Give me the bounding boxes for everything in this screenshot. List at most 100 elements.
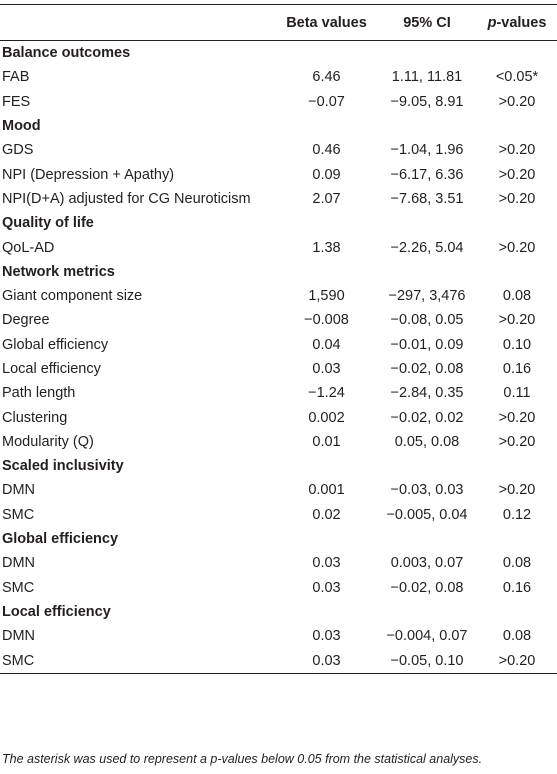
section-header-row: Quality of life [0,211,557,235]
table-header: Beta values 95% CI p-values [0,4,557,41]
p-value-cell: >0.20 [498,312,536,329]
row-name-cell: Giant component size [2,288,143,305]
beta-value-cell: 0.03 [312,555,341,572]
section-header-row: Global efficiency [0,527,557,551]
p-value-cell: 0.08 [502,288,532,305]
ci-cell: 0.05, 0.08 [394,433,460,450]
ci-cell: −1.04, 1.96 [390,142,464,159]
beta-value-cell: 0.002 [308,409,345,426]
row-name-cell: DMN [2,555,36,572]
beta-value-cell: 0.01 [312,433,341,450]
table-row: Degree −0.008 −0.08, 0.05 >0.20 [0,308,557,332]
beta-value-cell: 2.07 [312,190,341,207]
section-header-row: Scaled inclusivity [0,454,557,478]
row-name-cell: SMC [2,506,35,523]
ci-cell: −0.01, 0.09 [390,336,464,353]
section-header-row: Mood [0,114,557,138]
table-row: NPI (Depression + Apathy) 0.09 −6.17, 6.36… [0,162,557,186]
beta-value-cell: −0.07 [308,93,345,110]
row-name-cell: Path length [2,385,76,402]
row-name-cell: Clustering [2,409,68,426]
section-title: Mood [2,118,41,135]
header-95-ci: 95% CI [377,4,477,41]
row-name-cell: SMC [2,579,35,596]
row-name-cell: Degree [2,312,50,329]
p-value-cell: >0.20 [498,482,536,499]
ci-cell: −0.004, 0.07 [386,628,468,645]
header-beta-values: Beta values [276,4,377,41]
p-value-cell: >0.20 [498,190,536,207]
ci-cell: −297, 3,476 [388,288,466,305]
table-row: SMC 0.02 −0.005, 0.04 0.12 [0,503,557,527]
row-name-cell: Global efficiency [2,336,109,353]
p-value-cell: >0.20 [498,433,536,450]
table-row: Clustering 0.002 −0.02, 0.02 >0.20 [0,405,557,429]
beta-value-cell: 0.03 [312,628,341,645]
row-name-cell: NPI (Depression + Apathy) [2,166,175,183]
beta-value-cell: 0.09 [312,166,341,183]
section-header-row: Balance outcomes [0,41,557,66]
table-body: Balance outcomes FAB 6.46 1.11, 11.81 <0.05*… [0,41,557,674]
beta-value-cell: 0.03 [312,361,341,377]
table-row: Local efficiency 0.03 −0.02, 0.08 0.16 [0,357,557,381]
p-value-cell: 0.08 [502,555,532,572]
row-name-cell: DMN [2,628,36,645]
beta-value-cell: 1,590 [308,288,345,305]
section-title: Local efficiency [2,603,111,620]
row-name-cell: GDS [2,142,34,159]
ci-cell: −9.05, 8.91 [390,93,464,110]
beta-value-cell: −0.008 [304,312,349,329]
table-row: SMC 0.03 −0.02, 0.08 0.16 [0,576,557,600]
table-row: Path length −1.24 −2.84, 0.35 0.11 [0,381,557,405]
beta-value-cell: 0.03 [312,579,341,596]
section-title: Balance outcomes [2,45,131,62]
ci-cell: −0.05, 0.10 [377,648,477,674]
row-name-cell: FES [2,93,31,110]
beta-value-cell: 0.46 [312,142,341,159]
p-value-cell: >0.20 [498,142,536,159]
p-value-cell: 0.16 [502,361,532,377]
p-value-cell: >0.20 [498,409,536,426]
header-p-suffix: -values [496,14,547,31]
p-value-cell: 0.12 [502,506,532,523]
p-value-cell: <0.05* [495,69,539,86]
ci-cell: −0.08, 0.05 [390,312,464,329]
table-row: DMN 0.001 −0.03, 0.03 >0.20 [0,478,557,502]
header-row: Beta values 95% CI p-values [0,4,557,41]
table-row: Modularity (Q) 0.01 0.05, 0.08 >0.20 [0,430,557,454]
header-p-italic: p [487,14,497,31]
header-variable [0,4,276,41]
row-name-cell: Local efficiency [2,361,101,377]
section-header-row: Network metrics [0,260,557,284]
row-name-cell: QoL-AD [2,239,55,256]
ci-cell: −6.17, 6.36 [390,166,464,183]
table-footnote: The asterisk was used to represent a p-v… [2,752,483,766]
table-row: GDS 0.46 −1.04, 1.96 >0.20 [0,138,557,162]
row-name-cell: FAB [2,69,30,86]
table-row: FAB 6.46 1.11, 11.81 <0.05* [0,65,557,89]
header-p-values: p-values [477,4,557,41]
beta-value-cell: 1.38 [312,239,341,256]
table-row: SMC 0.03 −0.05, 0.10 >0.20 [0,648,557,674]
p-value-cell: 0.08 [502,628,532,645]
section-title: Network metrics [2,263,115,280]
ci-cell: −2.26, 5.04 [390,239,464,256]
beta-value-cell: −1.24 [308,385,345,402]
p-value-cell: >0.20 [498,93,536,110]
table-row: DMN 0.03 −0.004, 0.07 0.08 [0,624,557,648]
ci-cell: −7.68, 3.51 [390,190,464,207]
p-value-cell: 0.16 [502,579,532,596]
beta-value-cell: 0.02 [312,506,341,523]
p-value-cell: >0.20 [498,239,536,256]
ci-cell: −0.02, 0.08 [390,579,464,596]
p-value-cell: >0.20 [477,648,557,674]
beta-value-cell: 0.04 [312,336,341,353]
table-row: DMN 0.03 0.003, 0.07 0.08 [0,551,557,575]
p-value-cell: 0.11 [503,385,531,402]
beta-value-cell: 0.03 [276,648,377,674]
row-name-cell: Modularity (Q) [2,433,94,450]
ci-cell: −2.84, 0.35 [390,385,464,402]
section-header-row: Local efficiency [0,600,557,624]
section-title: Quality of life [2,215,94,232]
